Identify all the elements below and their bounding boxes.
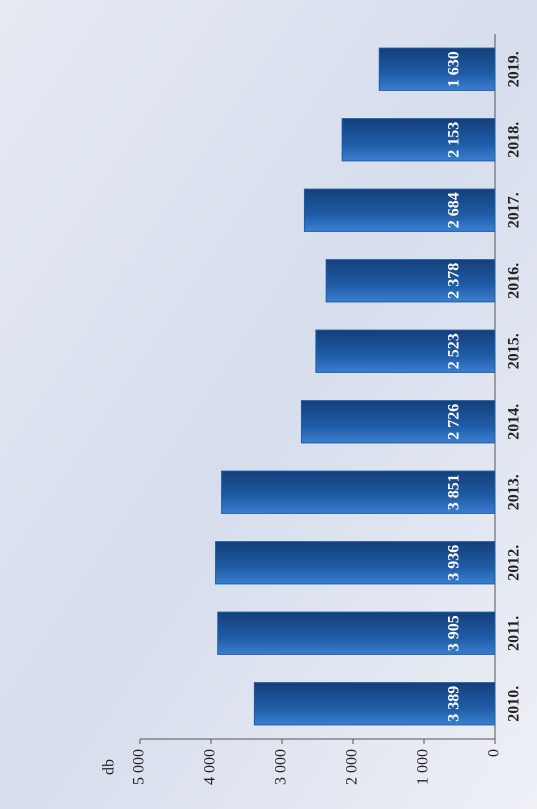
value-label: 2 726 [446, 404, 463, 440]
bar [325, 259, 496, 303]
y-axis-label: db [101, 759, 118, 775]
bar [341, 118, 496, 162]
bar [378, 47, 496, 91]
y-tick-label: 1 000 [415, 749, 432, 785]
x-tick-label: 2010. [506, 686, 523, 722]
value-label: 3 936 [446, 545, 463, 581]
value-label: 2 523 [446, 333, 463, 369]
x-tick-label: 2017. [506, 192, 523, 228]
x-tick-label: 2016. [506, 263, 523, 299]
value-label: 3 389 [446, 686, 463, 722]
bar [221, 470, 496, 514]
bar [253, 682, 496, 726]
bar [303, 188, 496, 232]
value-label: 3 905 [446, 615, 463, 651]
x-tick-label: 2011. [506, 616, 523, 651]
bar [315, 329, 496, 373]
y-tick-label: 4 000 [202, 749, 219, 785]
bar [215, 541, 496, 585]
bar [217, 611, 496, 655]
value-label: 1 630 [446, 51, 463, 87]
bar [300, 400, 496, 444]
rotated-chart: db 0 1 000 2 000 3 000 4 000 5 000 2010. 3 389 2… [101, 34, 523, 785]
x-tick-label: 2015. [506, 333, 523, 369]
y-tick-label: 5 000 [131, 749, 148, 785]
x-tick-label: 2018. [506, 122, 523, 158]
y-tick-label: 2 000 [344, 749, 361, 785]
x-tick-label: 2014. [506, 404, 523, 440]
value-label: 2 684 [446, 192, 463, 228]
x-tick-label: 2012. [506, 545, 523, 581]
y-tick-label: 3 000 [273, 749, 290, 785]
value-label: 2 378 [446, 263, 463, 299]
value-label: 2 153 [446, 122, 463, 158]
value-label: 3 851 [446, 474, 463, 510]
x-tick-label: 2013. [506, 474, 523, 510]
x-tick-label: 2019. [506, 51, 523, 87]
y-tick-label: 0 [486, 749, 503, 757]
